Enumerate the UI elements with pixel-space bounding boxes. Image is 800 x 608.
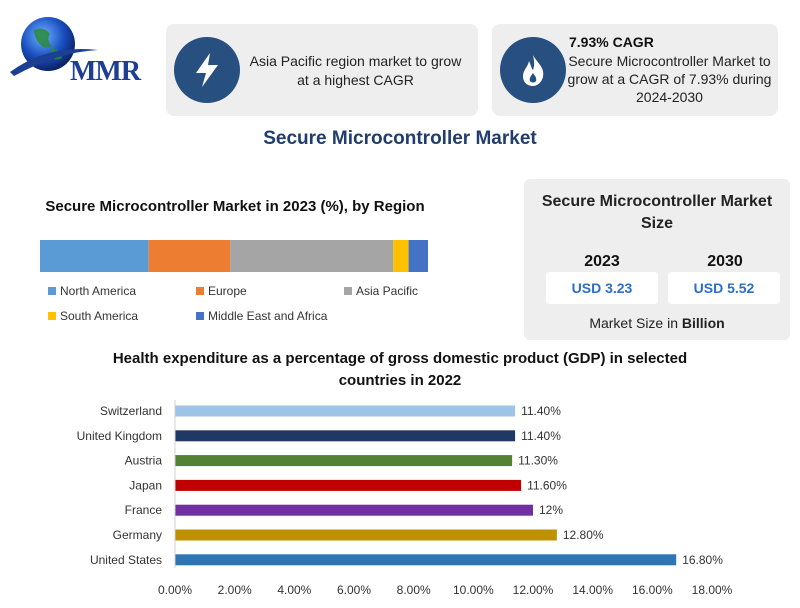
legend-item: South America [48,309,138,323]
market-size-note: Market Size in Billion [524,315,790,331]
data-label: 16.80% [682,553,723,567]
data-label: 12% [539,503,563,517]
category-label: Austria [125,454,163,468]
page-title: Secure Microcontroller Market [263,128,537,149]
bar-japan [175,479,522,491]
data-label: 11.40% [521,429,561,443]
legend-swatch [344,287,352,295]
legend-swatch [196,312,204,320]
category-label: Switzerland [100,404,162,418]
market-size-note-unit: Billion [681,315,725,331]
cagr-text: Secure Microcontroller Market to grow at… [567,53,772,105]
legend-label: Europe [208,284,247,298]
region-segment-south-america [393,240,409,272]
market-size-title: Secure Microcontroller Market Size [541,193,773,232]
x-tick-label: 14.00% [572,583,613,597]
bar-switzerland [175,405,516,417]
x-tick-label: 2.00% [218,583,252,597]
data-label: 12.80% [563,528,604,542]
x-tick-label: 12.00% [513,583,554,597]
region-chart-title: Secure Microcontroller Market in 2023 (%… [45,198,425,215]
cagr-title: 7.93% CAGR [569,34,654,50]
info-card-asia-pacific: Asia Pacific region market to grow at a … [166,24,478,116]
legend-label: Middle East and Africa [208,309,328,323]
data-label: 11.30% [518,454,558,468]
legend-item: North America [48,284,136,298]
flame-icon [500,37,566,103]
category-label: United Kingdom [77,429,162,443]
legend-label: South America [60,309,139,323]
bar-austria [175,455,513,467]
x-tick-label: 0.00% [158,583,192,597]
legend-item: Asia Pacific [344,284,418,298]
x-tick-label: 6.00% [337,583,371,597]
legend-swatch [196,287,204,295]
data-label: 11.60% [527,478,567,492]
globe-icon [10,17,98,76]
legend-item: Europe [196,284,247,298]
year-2030: 2030 [707,253,743,270]
x-tick-label: 4.00% [277,583,311,597]
category-label: United States [90,553,162,567]
category-label: Japan [129,478,162,492]
x-tick-label: 16.00% [632,583,673,597]
value-2030: USD 5.52 [668,272,780,304]
legend-item: Middle East and Africa [196,309,327,323]
region-stacked-bar [40,240,428,272]
x-tick-label: 8.00% [397,583,431,597]
info-card-text: Asia Pacific region market to grow at a … [249,53,462,88]
region-segment-north-america [40,240,149,272]
data-label: 11.40% [521,404,561,418]
bar-germany [175,529,557,541]
market-size-note-prefix: Market Size in [589,315,679,331]
gdp-bar-chart: Switzerland 11.40% United Kingdom 11.40% Aus… [77,400,733,597]
gdp-chart-title: Health expenditure as a percentage of gr… [112,350,688,389]
mmr-logo: MMR [8,14,158,87]
region-segment-asia-pacific [230,240,394,272]
logo-text: MMR [70,56,141,87]
lightning-bolt-icon [174,37,240,103]
category-label: France [125,503,163,517]
region-segment-europe [148,240,231,272]
legend-label: North America [60,284,137,298]
bar-france [175,504,533,516]
legend-label: Asia Pacific [356,284,419,298]
x-tick-label: 18.00% [692,583,733,597]
year-2023: 2023 [584,253,620,270]
value-2023: USD 3.23 [546,272,658,304]
market-size-card: Secure Microcontroller Market Size 2023 … [524,179,790,340]
region-segment-middle-east-and-africa [408,240,428,272]
legend-swatch [48,287,56,295]
legend-swatch [48,312,56,320]
info-card-cagr: 7.93% CAGR Secure Microcontroller Market… [492,24,778,116]
bar-united-states [175,554,677,566]
bar-united-kingdom [175,430,516,442]
category-label: Germany [113,528,162,542]
x-tick-label: 10.00% [453,583,494,597]
